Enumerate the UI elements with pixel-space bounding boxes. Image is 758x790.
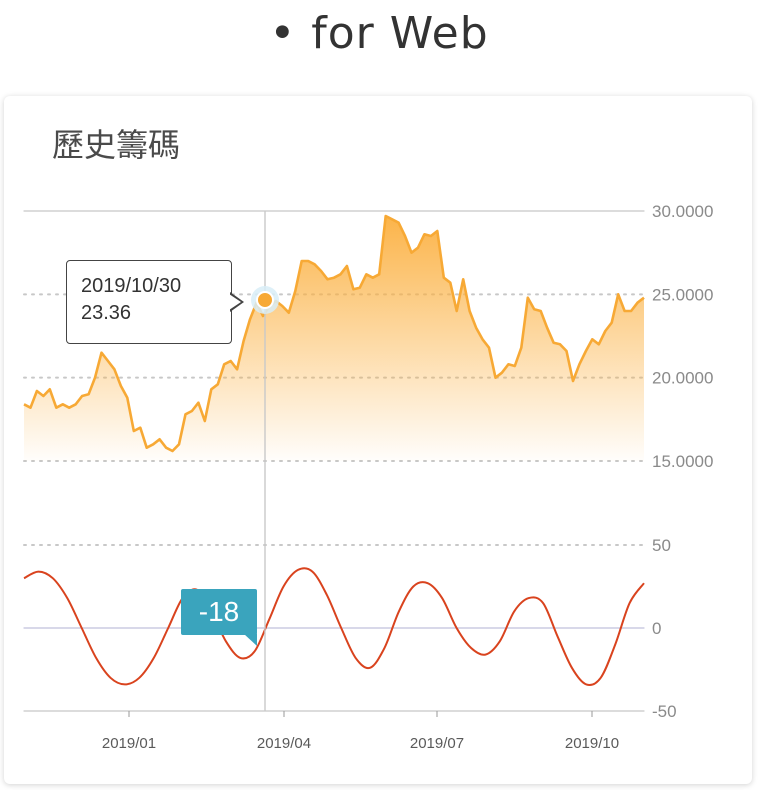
- tooltip-arrow-inner: [229, 294, 241, 310]
- page-heading: • for Web: [269, 8, 489, 59]
- card-title: 歷史籌碼: [52, 126, 181, 164]
- oscillator-line: [23, 567, 645, 687]
- price-y-tick-label: 15.0000: [652, 452, 713, 471]
- x-axis-tick-label: 2019/04: [257, 735, 311, 752]
- x-axis-tick-label: 2019/07: [410, 735, 464, 752]
- badge-tail: [244, 634, 257, 646]
- price-y-tick-label: 30.0000: [652, 202, 713, 221]
- x-axis-tick-label: 2019/01: [102, 735, 156, 752]
- oscillator-y-tick-label: 50: [652, 536, 671, 555]
- price-area: [24, 216, 644, 461]
- tooltip: 2019/10/30 23.36: [66, 260, 232, 344]
- price-line: [23, 214, 645, 453]
- highlight-point: [256, 291, 274, 309]
- oscillator-y-tick-label: -50: [652, 702, 677, 721]
- tooltip-value: 23.36: [81, 302, 132, 324]
- oscillator-value-badge: -18: [181, 589, 257, 635]
- price-y-tick-label: 20.0000: [652, 369, 713, 388]
- oscillator-y-tick-label: 0: [652, 619, 661, 638]
- tooltip-date: 2019/10/30: [81, 275, 182, 297]
- price-y-tick-label: 25.0000: [652, 285, 713, 304]
- x-axis-tick-label: 2019/10: [565, 735, 619, 752]
